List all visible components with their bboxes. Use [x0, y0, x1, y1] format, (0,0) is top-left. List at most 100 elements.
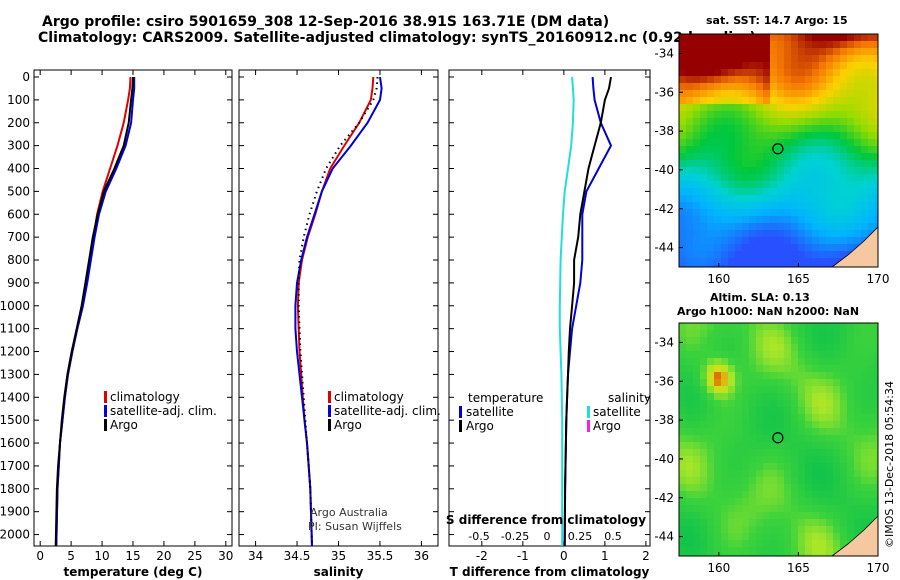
map-cell [756, 526, 763, 533]
map-cell [686, 442, 693, 449]
map-cell [763, 470, 770, 477]
map-cell [770, 69, 777, 76]
map-cell [700, 449, 707, 456]
map-cell [875, 414, 878, 421]
map-cell [714, 449, 721, 456]
map-cell [763, 265, 770, 267]
map-cell [770, 97, 777, 104]
map-cell [812, 160, 819, 167]
map-cell [700, 118, 707, 125]
map-cell [763, 146, 770, 153]
map-cell [812, 330, 819, 337]
map-cell [791, 223, 798, 230]
map-cell [756, 244, 763, 251]
map-cell [826, 386, 833, 393]
map-cell [749, 484, 756, 491]
map-cell [854, 146, 861, 153]
map-cell [770, 139, 777, 146]
map-cell [700, 526, 707, 533]
map-cell [707, 393, 714, 400]
map-cell [826, 83, 833, 90]
map-cell [777, 512, 784, 519]
legend-swatch [104, 419, 107, 431]
map-cell [784, 449, 791, 456]
map-cell [770, 533, 777, 540]
map-cell [798, 554, 805, 556]
map-cell [756, 351, 763, 358]
map-cell [742, 386, 749, 393]
map-cell [791, 62, 798, 69]
map-cell [784, 153, 791, 160]
map-cell [700, 97, 707, 104]
map-cell [798, 449, 805, 456]
map-cell [784, 365, 791, 372]
map-cell [749, 498, 756, 505]
map-cell [868, 223, 875, 230]
map-cell [714, 386, 721, 393]
map-cell [840, 230, 847, 237]
map-cell [798, 216, 805, 223]
map-cell [749, 69, 756, 76]
map-cell [840, 323, 847, 330]
map-cell [812, 195, 819, 202]
map-cell [770, 526, 777, 533]
map-cell [861, 477, 868, 484]
map-cell [763, 90, 770, 97]
map-cell [749, 174, 756, 181]
map-cell [861, 104, 868, 111]
map-cell [798, 505, 805, 512]
map-cell [679, 344, 686, 351]
map-cell [735, 463, 742, 470]
map-cell [770, 414, 777, 421]
map-cell [763, 498, 770, 505]
map-cell [679, 407, 686, 414]
map-cell [875, 195, 878, 202]
map-cell [868, 69, 875, 76]
map-cell [749, 547, 756, 554]
map-cell [791, 160, 798, 167]
map-cell [854, 372, 861, 379]
map-cell [840, 379, 847, 386]
map-cell [700, 111, 707, 118]
map-cell [819, 400, 826, 407]
map-cell [686, 265, 693, 267]
map-cell [798, 337, 805, 344]
map-ytick-label: -44 [654, 241, 674, 255]
map-cell [728, 69, 735, 76]
map-cell [777, 449, 784, 456]
map-cell [735, 209, 742, 216]
map-cell [686, 393, 693, 400]
map-cell [798, 344, 805, 351]
map-cell [854, 428, 861, 435]
map-cell [728, 491, 735, 498]
map-cell [833, 512, 840, 519]
map-cell [679, 358, 686, 365]
map-cell [693, 209, 700, 216]
map-cell [819, 372, 826, 379]
map-cell [784, 188, 791, 195]
map-cell [805, 463, 812, 470]
map-cell [700, 337, 707, 344]
map-cell [721, 139, 728, 146]
map-cell [679, 351, 686, 358]
map-cell [735, 55, 742, 62]
map-cell [861, 41, 868, 48]
map-cell [805, 491, 812, 498]
map-cell [735, 526, 742, 533]
map-cell [742, 484, 749, 491]
map-cell [833, 174, 840, 181]
map-cell [875, 97, 878, 104]
map-cell [840, 435, 847, 442]
map-cell [819, 442, 826, 449]
map-cell [756, 330, 763, 337]
map-cell [749, 344, 756, 351]
map-cell [763, 323, 770, 330]
map-cell [728, 393, 735, 400]
map-cell [693, 125, 700, 132]
map-cell [686, 337, 693, 344]
map-cell [847, 153, 854, 160]
map-cell [854, 174, 861, 181]
map-cell [826, 167, 833, 174]
map-cell [763, 358, 770, 365]
map-cell [700, 83, 707, 90]
